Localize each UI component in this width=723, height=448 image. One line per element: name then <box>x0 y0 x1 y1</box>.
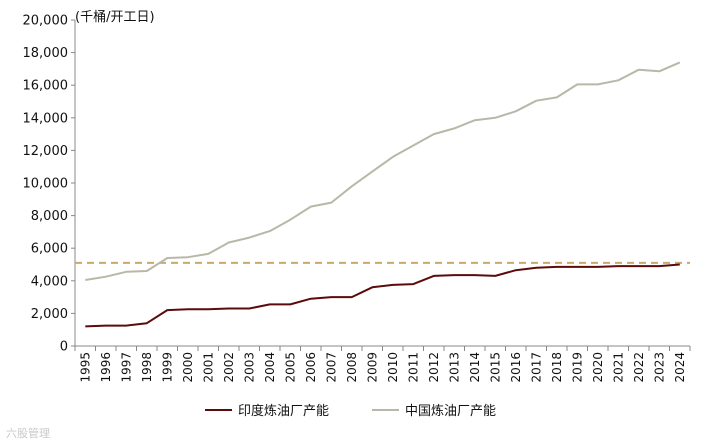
y-tick-label: 8,000 <box>31 209 68 224</box>
x-tick-label: 1995 <box>78 352 92 383</box>
x-tick-label: 2001 <box>201 352 215 383</box>
y-tick-label: 18,000 <box>23 46 69 61</box>
x-tick-label: 1997 <box>119 352 133 383</box>
legend-label-1: 印度炼油厂产能 <box>238 403 329 419</box>
y-tick-label: 12,000 <box>23 144 69 159</box>
y-tick-label: 16,000 <box>23 79 69 94</box>
x-tick-label: 2015 <box>488 352 502 383</box>
x-tick-label: 2019 <box>570 352 584 383</box>
x-tick-label: 2003 <box>242 352 256 383</box>
y-tick-label: 6,000 <box>31 242 68 257</box>
x-tick-label: 2017 <box>529 352 543 383</box>
x-tick-label: 2000 <box>181 352 195 383</box>
x-tick-label: 2020 <box>591 352 605 383</box>
x-tick-label: 2018 <box>550 352 564 383</box>
y-tick-label: 4,000 <box>31 274 68 289</box>
x-tick-label: 2005 <box>283 352 297 383</box>
x-tick-label: 2002 <box>222 352 236 383</box>
x-tick-label: 2023 <box>652 352 666 383</box>
x-tick-label: 2007 <box>324 352 338 383</box>
x-tick-label: 1999 <box>160 352 174 383</box>
series-line-2 <box>85 61 681 281</box>
y-tick-label: 20,000 <box>23 14 69 29</box>
y-axis-unit-label: (千桶/开工日) <box>75 10 155 25</box>
plot-area: 0 2,000 4,000 6,000 8,000 10,000 12,000 14,000 1… <box>23 14 691 383</box>
legend-label-2: 中国炼油厂产能 <box>405 404 496 419</box>
x-tick-label: 2012 <box>427 352 441 383</box>
x-tick-label: 2022 <box>632 352 646 383</box>
series-line-1 <box>85 263 680 328</box>
x-tick-label: 2011 <box>406 352 420 383</box>
x-tick-label: 2016 <box>509 352 523 383</box>
x-tick-label: 2013 <box>447 352 461 383</box>
watermark: 六股管理 <box>6 427 50 440</box>
y-tick-label: 0 <box>60 340 68 355</box>
x-tick-label: 2010 <box>386 352 400 383</box>
y-tick-label: 2,000 <box>31 307 68 322</box>
x-tick-label: 1998 <box>140 352 154 383</box>
x-tick-label: 2021 <box>611 352 625 383</box>
x-tick-label: 2014 <box>468 352 482 383</box>
y-tick-label: 14,000 <box>23 111 69 126</box>
x-tick-label: 2008 <box>345 352 359 383</box>
x-tick-label: 1996 <box>99 352 113 383</box>
x-tick-label: 2006 <box>304 352 318 383</box>
x-tick-label: 2024 <box>673 352 687 383</box>
x-tick-label: 2004 <box>263 352 277 383</box>
y-tick-label: 10,000 <box>23 177 69 192</box>
legend: 印度炼油厂产能 中国炼油厂产能 <box>205 403 496 419</box>
x-tick-label: 2009 <box>365 352 379 383</box>
